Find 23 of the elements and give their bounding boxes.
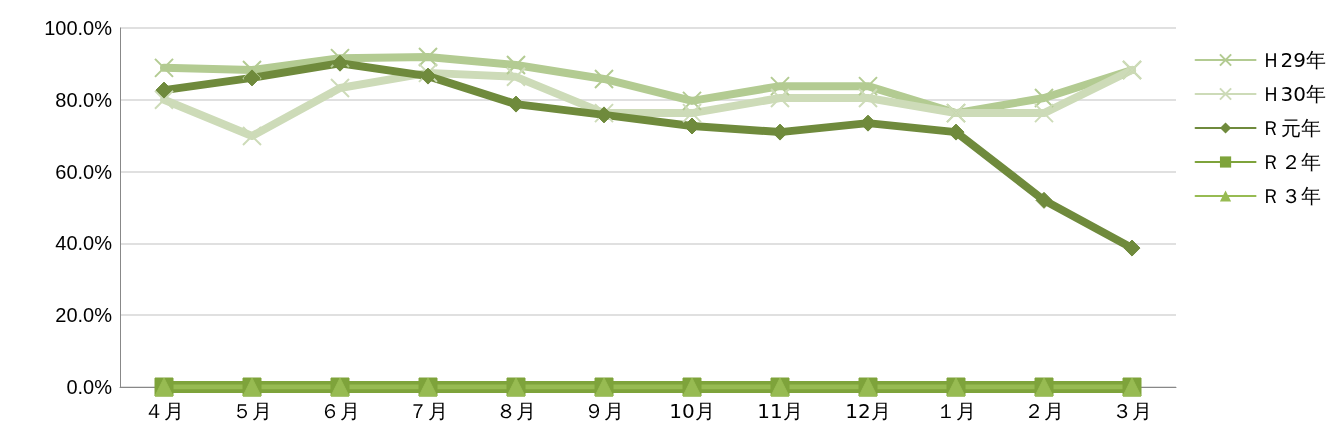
x-tick-label: ４月 [144,399,184,423]
x-tick-label: １月 [936,399,976,423]
legend-label: Ｒ元年 [1260,116,1321,140]
x-tick-label: ６月 [320,399,360,423]
x-tick-label: ２月 [1024,399,1064,423]
x-tick-label: ７月 [408,399,448,423]
legend-label: Ｒ３年 [1260,184,1321,208]
legend-label: Ｒ２年 [1260,150,1321,174]
y-tick-label: 20.0% [55,304,113,327]
y-tick-label: 100.0% [44,17,113,39]
x-tick-label: ８月 [496,399,536,423]
x-tick-label: ３月 [1112,399,1152,423]
y-tick-label: 80.0% [55,88,113,111]
legend-label: Ｈ30年 [1260,82,1326,106]
y-tick-label: 40.0% [55,232,113,255]
x-tick-label: 10月 [669,399,715,423]
y-tick-label: 0.0% [66,376,113,398]
x-tick-label: 12月 [845,399,891,423]
x-tick-label: 11月 [757,399,803,423]
x-tick-label: ９月 [584,399,624,423]
y-tick-label: 60.0% [55,160,113,183]
x-tick-label: ５月 [232,399,272,423]
legend-label: Ｈ29年 [1260,48,1326,72]
